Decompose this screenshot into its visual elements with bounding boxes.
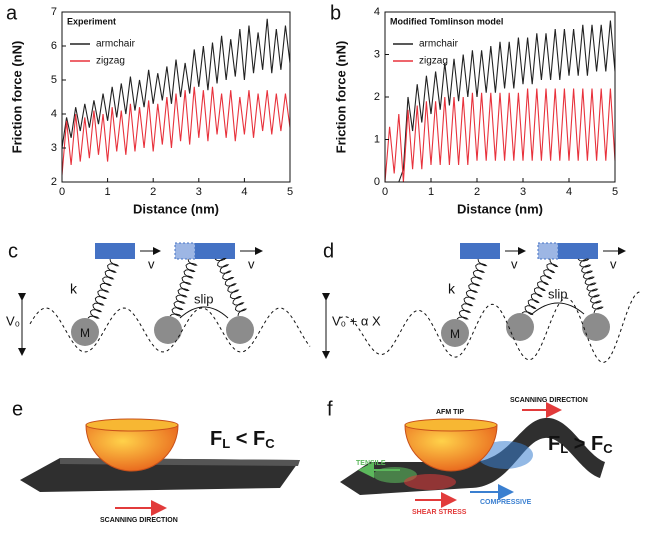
potential-curve (339, 291, 641, 363)
mass (226, 316, 254, 344)
panel-label: e (12, 398, 23, 420)
afm-tip (85, 424, 179, 472)
spring-constant: k (70, 281, 78, 297)
legend-label: zigzag (419, 56, 448, 67)
direction-label: SCANNING DIRECTION (100, 517, 178, 524)
spring (577, 258, 604, 314)
y-tick-label: 3 (51, 142, 57, 154)
y-axis-label: Friction force (nN) (9, 41, 24, 154)
legend-label: armchair (419, 39, 459, 50)
support (460, 243, 500, 259)
x-tick-label: 0 (59, 186, 65, 198)
spring (169, 258, 198, 317)
y-tick-label: 0 (374, 176, 380, 188)
x-tick-label: 3 (520, 186, 526, 198)
mass (154, 316, 182, 344)
panel-label: d (323, 240, 334, 262)
panel-c: c v v k M slip V₀ (6, 240, 263, 356)
panel-e: e FL < FC SCANNING DIRECTION (12, 398, 300, 524)
chart: a 0 1 2 3 4 5 2 3 4 5 6 7 Distance (nm) Friction force… (6, 2, 293, 216)
x-tick-label: 4 (241, 186, 247, 198)
panel-label: b (330, 2, 341, 24)
x-axis-label: Distance (nm) (457, 201, 543, 216)
direction-label: SCANNING DIRECTION (510, 397, 588, 404)
mass (582, 313, 610, 341)
potential-label: V₀ + α X (332, 313, 381, 328)
support (558, 243, 598, 259)
mass (441, 319, 469, 347)
legend-label: zigzag (96, 56, 125, 67)
y-tick-label: 5 (51, 74, 57, 86)
mass-label: M (450, 327, 460, 341)
force-relation: FL > FC (548, 433, 613, 456)
shear-label: SHEAR STRESS (412, 509, 467, 516)
velocity: v (148, 256, 155, 271)
velocity: v (610, 256, 617, 271)
slip-arc (531, 302, 585, 315)
x-tick-label: 5 (287, 186, 293, 198)
legend-label: armchair (96, 39, 136, 50)
series-line (384, 88, 616, 183)
support (95, 243, 135, 259)
velocity: v (511, 256, 518, 271)
y-tick-label: 1 (374, 133, 380, 145)
x-tick-label: 1 (428, 186, 434, 198)
spring-constant: k (448, 281, 456, 297)
support-ghost (174, 242, 196, 260)
y-tick-label: 3 (374, 48, 380, 60)
y-tick-label: 4 (51, 108, 57, 120)
mass (71, 318, 99, 346)
tip-top (404, 418, 498, 432)
x-tick-label: 2 (150, 186, 156, 198)
x-tick-label: 5 (612, 186, 618, 198)
spring (214, 257, 248, 317)
x-tick-label: 3 (196, 186, 202, 198)
series-line (385, 20, 616, 183)
plot-frame (61, 11, 291, 183)
spring (87, 258, 120, 319)
chart-title: Modified Tomlinson model (390, 16, 503, 26)
potential-label: V₀ (6, 313, 20, 328)
mass (506, 313, 534, 341)
x-tick-label: 1 (105, 186, 111, 198)
potential-curve (29, 307, 311, 353)
panel-d: d v v k M slip V₀ + α X (322, 240, 626, 359)
x-tick-label: 0 (382, 186, 388, 198)
support-ghost (537, 242, 559, 260)
panel-f: f AFM TIP SCANNING DIRECTION FL > FC TEN… (327, 397, 613, 516)
y-tick-label: 4 (374, 6, 380, 18)
afm-tip (404, 424, 498, 472)
compressive-label: COMPRESSIVE (480, 499, 532, 506)
spring (521, 258, 559, 316)
x-axis-label: Distance (nm) (133, 201, 219, 216)
y-tick-label: 2 (374, 91, 380, 103)
chart: b 0 1 2 3 4 5 0 1 2 3 4 Distance (nm) Friction force … (330, 2, 618, 216)
tip-label: AFM TIP (436, 409, 464, 416)
slip-label: slip (548, 286, 568, 301)
graphene-sheet (20, 458, 300, 492)
slip-label: slip (194, 291, 214, 306)
panel-label: c (8, 240, 18, 262)
mass-label: M (80, 326, 90, 340)
series-line (61, 18, 291, 149)
chart-title: Experiment (67, 16, 116, 26)
y-tick-label: 2 (51, 176, 57, 188)
tensile-label: TENSILE (356, 460, 386, 467)
panel-label: f (327, 398, 333, 420)
velocity: v (248, 256, 255, 271)
series-line (61, 86, 291, 176)
shear-region (404, 474, 456, 490)
slip-arc (179, 306, 229, 319)
x-tick-label: 2 (474, 186, 480, 198)
x-tick-label: 4 (566, 186, 572, 198)
tip-top (85, 418, 179, 432)
support (195, 243, 235, 259)
y-tick-label: 6 (51, 40, 57, 52)
panel-label: a (6, 2, 18, 24)
y-tick-label: 7 (51, 6, 57, 18)
spring (456, 258, 488, 320)
force-relation: FL < FC (210, 428, 275, 451)
y-axis-label: Friction force (nN) (333, 41, 348, 154)
